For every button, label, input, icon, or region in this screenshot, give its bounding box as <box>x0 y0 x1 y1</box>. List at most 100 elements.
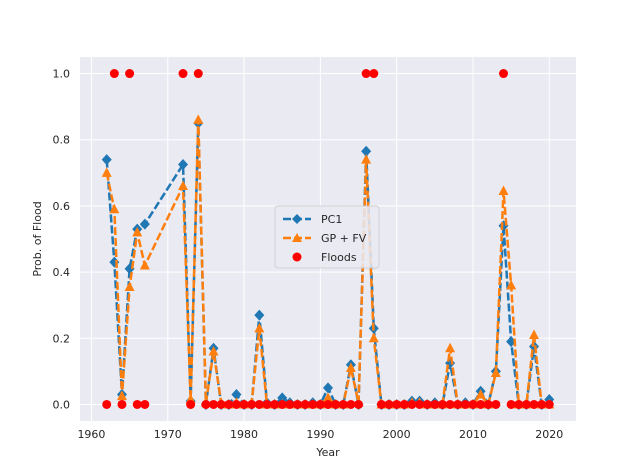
legend-item-pc1: PC1 <box>283 213 342 226</box>
y-tick-label: 0.8 <box>53 134 71 147</box>
series-floods-point <box>537 399 547 409</box>
series-floods-point <box>117 399 127 409</box>
y-tick-label: 0.2 <box>53 332 71 345</box>
series-floods-point <box>292 399 302 409</box>
legend: PC1 GP + FV Floods <box>274 205 380 269</box>
series-gp-fv-point <box>109 203 120 214</box>
series-floods-point <box>506 399 516 409</box>
series-floods-point <box>407 399 417 409</box>
series-floods-point <box>361 69 371 79</box>
series-floods-point <box>453 399 463 409</box>
legend-pc1-diamond-icon <box>292 214 302 224</box>
series-floods-point <box>422 399 432 409</box>
series-gp-fv-point <box>193 114 204 124</box>
series-floods-point <box>201 399 211 409</box>
series-floods-point <box>140 399 150 409</box>
series-floods-point <box>178 69 188 79</box>
series-gp-fv-point <box>475 389 486 399</box>
series-floods-point <box>193 69 203 79</box>
series-pc1-point <box>361 145 372 157</box>
y-tick-label: 1.0 <box>53 68 71 81</box>
y-tick-label: 0.0 <box>53 398 71 411</box>
legend-floods-label: Floods <box>321 251 357 264</box>
x-tick-label: 1960 <box>77 428 105 441</box>
series-gp-fv-point <box>132 226 143 237</box>
legend-floods-circle-icon <box>292 252 302 262</box>
series-floods-point <box>277 399 287 409</box>
series-pc1-point <box>277 392 288 404</box>
series-floods-point <box>231 399 241 409</box>
series-floods-point <box>125 69 135 79</box>
legend-pc1-label: PC1 <box>321 213 342 226</box>
y-tick-label: 0.4 <box>53 266 71 279</box>
series-floods-point <box>315 399 325 409</box>
series-floods-point <box>331 399 341 409</box>
legend-gp-fv-label: GP + FV <box>321 232 367 245</box>
series-floods-point <box>247 399 257 409</box>
y-axis-label: Prob. of Flood <box>31 201 44 276</box>
series-floods-point <box>239 399 249 409</box>
series-floods-point <box>529 399 539 409</box>
series-pc1-point <box>254 309 265 321</box>
series-gp-fv-point <box>506 279 517 290</box>
series-floods-point <box>430 399 440 409</box>
series-floods-point <box>254 399 264 409</box>
legend-item-floods: Floods <box>292 251 357 264</box>
x-tick-label: 1970 <box>154 428 182 441</box>
series-floods-point <box>445 399 455 409</box>
series-pc1-point <box>323 382 333 394</box>
series-floods-point <box>323 399 333 409</box>
series-gp-fv-point <box>116 390 127 401</box>
series-floods-point <box>308 399 318 409</box>
series-floods-point <box>109 69 119 79</box>
series-gp-fv-point <box>368 332 379 343</box>
series-floods-point <box>369 69 379 79</box>
series-floods-point <box>544 399 554 409</box>
y-tick-labels: 0.0 0.2 0.4 0.6 0.8 1.0 <box>53 68 71 412</box>
series-floods-point <box>132 399 142 409</box>
series-floods-point <box>376 399 386 409</box>
series-floods-point <box>437 399 447 409</box>
series-gp-fv-point <box>178 180 189 191</box>
series-floods-point <box>483 399 493 409</box>
y-tick-label: 0.6 <box>53 200 71 213</box>
x-tick-label: 2000 <box>383 428 411 441</box>
series-floods-point <box>415 399 425 409</box>
x-tick-label: 1980 <box>230 428 258 441</box>
series-gp-fv-point <box>345 362 356 373</box>
series-floods-point <box>521 399 531 409</box>
series-pc1-point <box>101 154 112 166</box>
series-gp-fv-point <box>498 185 509 196</box>
series-floods-point <box>186 399 196 409</box>
legend-item-gp-fv: GP + FV <box>283 232 367 245</box>
series-floods-point <box>354 399 364 409</box>
series-floods-point <box>476 399 486 409</box>
series-floods-point <box>491 399 501 409</box>
x-tick-labels: 1960 1970 1980 1990 2000 2010 2020 <box>77 428 563 441</box>
series-gp-fv-point <box>254 322 265 333</box>
series-floods-point <box>216 399 226 409</box>
series-gp-fv-point <box>101 167 112 177</box>
series-gp-fv-point <box>361 154 372 164</box>
series-floods-point <box>384 399 394 409</box>
series-gp-fv-point <box>490 367 501 378</box>
series-pc1-point <box>139 218 150 230</box>
series-floods-point <box>270 399 280 409</box>
series-gp-fv-point <box>529 329 540 339</box>
series-floods-point <box>300 399 310 409</box>
series-floods-point <box>346 399 356 409</box>
x-tick-label: 2020 <box>535 428 563 441</box>
series-pc1-point <box>231 389 242 401</box>
series-gp-fv-point <box>323 392 333 402</box>
series-floods-point <box>514 399 524 409</box>
legend-box <box>274 205 380 269</box>
series-gp-fv-point <box>139 259 150 270</box>
series-floods-point <box>338 399 348 409</box>
series-floods-point <box>460 399 470 409</box>
series-floods-point <box>399 399 409 409</box>
series-floods-point <box>499 69 509 79</box>
series-gp-fv-point <box>208 346 219 356</box>
legend-gp-fv-triangle-icon <box>292 233 302 242</box>
series-layer <box>101 69 555 410</box>
